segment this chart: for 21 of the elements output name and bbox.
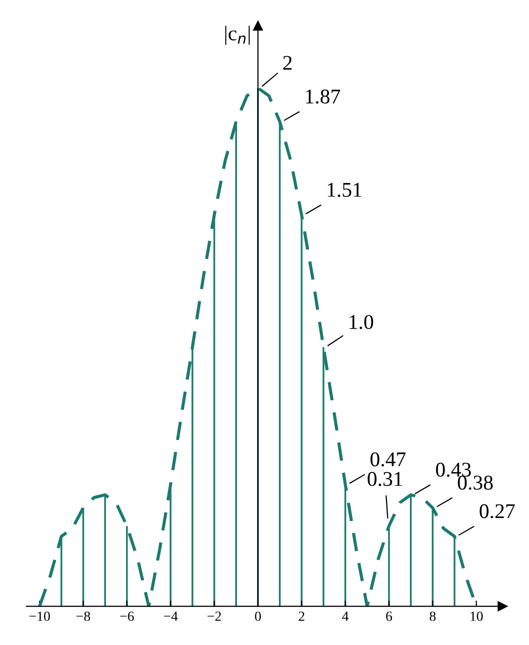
x-tick-label: 6 — [386, 612, 392, 621]
x-tick-label: 8 — [430, 612, 436, 621]
data-label: 1.87 — [306, 90, 340, 104]
data-label: 2 — [283, 56, 292, 70]
x-tick-label: 2 — [298, 612, 304, 621]
data-label: 1.0 — [350, 314, 374, 330]
data-label: 1.51 — [328, 182, 362, 197]
data-label: 0.47 — [370, 452, 406, 466]
data-label: 0.31 — [368, 472, 402, 486]
x-tick-label: −6 — [120, 612, 134, 621]
x-tick-label: −2 — [208, 612, 221, 621]
x-tick-label: 4 — [342, 612, 349, 621]
x-tick-label: 0 — [255, 612, 261, 621]
y-axis-title: |c$_{n}$| — [225, 26, 250, 45]
x-tick-label: 10 — [470, 612, 483, 621]
data-label: 0.27 — [480, 504, 515, 518]
data-label: 0.43 — [436, 462, 471, 477]
data-label: 0.38 — [458, 476, 493, 490]
x-tick-label: −10 — [29, 612, 50, 621]
x-tick-label: −4 — [164, 612, 178, 621]
x-tick-label: −8 — [76, 612, 90, 621]
